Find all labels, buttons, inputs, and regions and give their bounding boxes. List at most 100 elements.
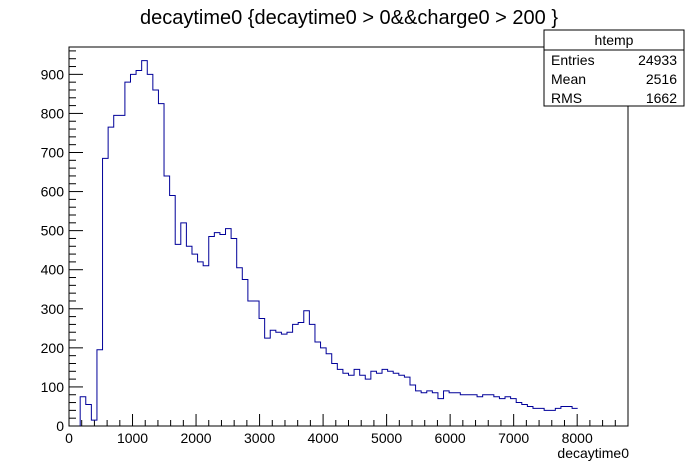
histogram-bin <box>561 406 567 426</box>
histogram-bin <box>114 115 120 426</box>
histogram-bin <box>158 104 164 426</box>
histogram-bin <box>388 371 394 426</box>
chart-title: decaytime0 {decaytime0 > 0&&charge0 > 20… <box>140 7 558 29</box>
histogram-bin <box>337 369 343 426</box>
histogram-bin <box>192 254 198 426</box>
histogram-bin <box>460 395 466 426</box>
histogram-bin <box>147 74 153 426</box>
x-tick-label: 2000 <box>180 430 211 446</box>
histogram-bin <box>136 70 142 426</box>
axis-ticks <box>68 50 629 427</box>
histogram-bin <box>449 393 455 426</box>
histogram-bin <box>103 158 109 426</box>
histogram-bin <box>220 235 226 426</box>
x-tick-label: 3000 <box>244 430 275 446</box>
histogram-bin <box>97 350 103 426</box>
histogram-bin <box>175 244 181 426</box>
histogram-bin <box>393 373 399 426</box>
histogram-bin <box>505 397 511 426</box>
histogram-bin <box>237 268 243 426</box>
histogram-bin <box>421 393 427 426</box>
y-tick-labels: 0 100 200 300 400 500 600 700 800 900 <box>41 66 65 434</box>
histogram-bin <box>544 410 550 426</box>
y-tick-label: 800 <box>41 105 65 121</box>
histogram-bin <box>427 391 433 426</box>
histogram-bin <box>203 266 209 426</box>
x-axis-title: decaytime0 <box>557 445 629 461</box>
histogram-bin <box>125 82 131 426</box>
histogram-bin <box>516 403 522 426</box>
histogram-bin <box>80 397 86 426</box>
histogram-bin <box>360 375 366 426</box>
histogram-bin <box>376 373 382 426</box>
histogram-bin <box>164 176 170 426</box>
histogram-bin <box>555 408 561 426</box>
histogram-bin <box>226 229 232 426</box>
histogram-bin <box>533 408 539 426</box>
x-tick-label: 5000 <box>371 430 402 446</box>
x-tick-labels: 0 1000 2000 3000 4000 5000 6000 7000 8000 <box>65 430 593 446</box>
histogram-bin <box>153 90 159 426</box>
histogram-bin <box>522 405 528 426</box>
histogram-bin <box>181 223 187 426</box>
histogram-bin <box>432 393 438 426</box>
histogram-bin <box>315 342 321 426</box>
histogram-bin <box>91 420 97 426</box>
histogram-bin <box>349 375 355 426</box>
stats-mean-label: Mean <box>551 71 586 87</box>
histogram-bin <box>214 233 220 426</box>
histogram-bin <box>332 363 338 426</box>
stats-rms-value: 1662 <box>646 90 677 106</box>
histogram-bin <box>253 301 259 426</box>
y-tick-label: 500 <box>41 223 65 239</box>
histogram-bin <box>321 348 327 426</box>
histogram-bin <box>399 375 405 426</box>
histogram-bin <box>483 395 489 426</box>
histogram-bin <box>511 399 517 426</box>
histogram-bin <box>382 369 388 426</box>
histogram-bin <box>186 246 192 426</box>
stats-entries-label: Entries <box>551 52 595 68</box>
x-tick-label: 1000 <box>117 430 148 446</box>
histogram-bin <box>198 262 204 426</box>
histogram-bin <box>438 399 444 426</box>
histogram-bin <box>209 237 215 427</box>
histogram-bin <box>466 395 472 426</box>
y-tick-label: 400 <box>41 262 65 278</box>
histogram-bin <box>343 373 349 426</box>
y-tick-label: 200 <box>41 340 65 356</box>
histogram-bin <box>287 332 293 426</box>
histogram-bin <box>477 397 483 426</box>
histogram-bin <box>527 406 533 426</box>
histogram-bin <box>170 195 176 426</box>
histogram-bin <box>298 322 304 426</box>
x-tick-label: 6000 <box>435 430 466 446</box>
y-tick-label: 900 <box>41 66 65 82</box>
histogram-bin <box>550 410 556 426</box>
histogram-bin <box>108 127 114 426</box>
histogram-bin <box>293 324 299 426</box>
histogram-bin <box>265 338 271 426</box>
histogram-bin <box>142 61 148 426</box>
histogram-bin <box>410 385 416 426</box>
y-tick-label: 600 <box>41 184 65 200</box>
y-tick-label: 700 <box>41 144 65 160</box>
histogram-bin <box>231 238 237 426</box>
histogram-bin <box>572 408 578 426</box>
histogram-bin <box>276 332 282 426</box>
histogram-bin <box>416 391 422 426</box>
x-tick-label: 8000 <box>562 430 593 446</box>
histogram-bin <box>371 371 377 426</box>
stats-box: htemp Entries 24933 Mean 2516 RMS 1662 <box>543 29 685 107</box>
stats-mean-value: 2516 <box>646 71 677 87</box>
stats-rms-label: RMS <box>551 90 582 106</box>
histogram-bin <box>259 319 265 426</box>
histogram-bin <box>567 406 573 426</box>
y-tick-label: 300 <box>41 301 65 317</box>
y-tick-label: 0 <box>56 418 64 434</box>
stats-box-frame <box>543 29 685 107</box>
histogram-bin <box>281 334 287 426</box>
histogram-bin <box>471 395 477 426</box>
histogram-bin <box>488 395 494 426</box>
